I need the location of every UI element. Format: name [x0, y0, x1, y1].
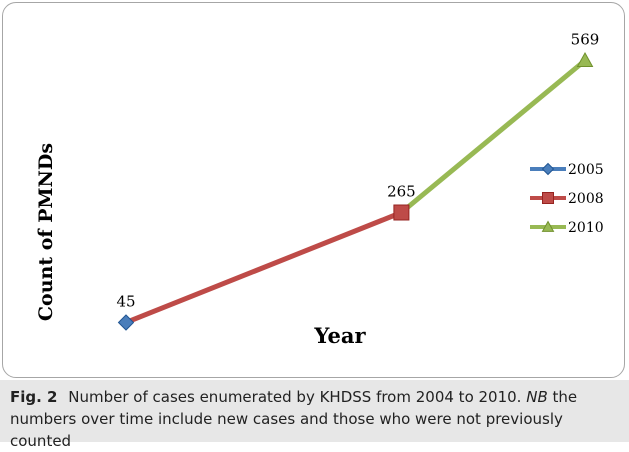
caption-text: Number of cases enumerated by KHDSS from…: [68, 388, 522, 406]
legend-label-2010: 2010: [568, 220, 604, 236]
legend-marker-2008: [542, 192, 554, 204]
data-label-2005: 45: [116, 293, 135, 311]
legend-label-2008: 2008: [568, 191, 604, 207]
y-axis-label: Count of PMNDs: [35, 143, 57, 321]
legend-label-2005: 2005: [568, 162, 604, 178]
data-point-2010: [576, 51, 594, 67]
data-label-2010: 569: [571, 31, 600, 49]
x-axis-label: Year: [313, 323, 366, 348]
line-chart: Count of PMNDs Year 45 265 569 2005 2008 201…: [35, 31, 604, 349]
data-point-2008: [393, 204, 410, 221]
data-point-2005: [117, 314, 135, 331]
data-label-2008: 265: [387, 183, 416, 201]
chart-frame: [2, 2, 625, 378]
legend: 2005 2008 2010: [530, 162, 604, 236]
caption-nb-text: the numbers over time include new cases …: [10, 388, 578, 450]
series-line-segment-2: [398, 58, 588, 215]
series-line-segment-1: [123, 210, 404, 325]
figure-caption: Fig. 2 Number of cases enumerated by KHD…: [10, 386, 620, 452]
legend-marker-2010: [541, 220, 555, 232]
caption-nb-label: NB: [526, 388, 548, 406]
figure-label: Fig. 2: [10, 388, 58, 406]
caption-band: [0, 380, 629, 442]
legend-marker-2005: [541, 162, 555, 176]
